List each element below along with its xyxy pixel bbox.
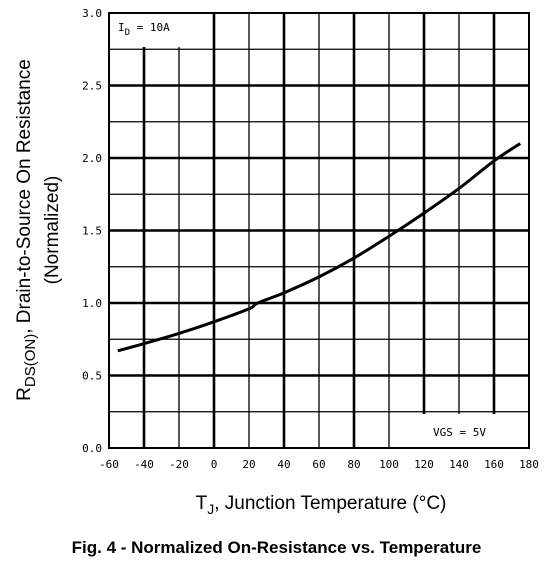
x-tick-label: 40	[277, 458, 290, 471]
x-tick-label: -40	[134, 458, 154, 471]
x-axis-label: TJ, Junction Temperature (°C)	[196, 493, 447, 517]
y-tick-label: 3.0	[82, 7, 102, 20]
x-tick-label: -20	[169, 458, 189, 471]
x-tick-label: 20	[242, 458, 255, 471]
y-tick-label: 1.5	[82, 225, 102, 238]
x-tick-labels: -60 -40 -20 0 20 40 60 80 100 120 140 160 180	[99, 458, 539, 471]
y-tick-label: 1.0	[82, 297, 102, 310]
y-axis-label: RDS(ON), Drain-to-Source On Resistance	[14, 59, 39, 401]
x-tick-label: 60	[312, 458, 325, 471]
annotation-bottom: VGS = 5V	[433, 426, 486, 439]
plot-frame	[108, 12, 530, 449]
annotation-top-box	[109, 13, 207, 47]
curve-layer	[117, 142, 522, 353]
x-tick-label: 0	[211, 458, 218, 471]
figure-caption: Fig. 4 - Normalized On-Resistance vs. Te…	[71, 538, 482, 557]
y-tick-label: 2.0	[82, 152, 102, 165]
y-tick-labels: 0.0 0.5 1.0 1.5 2.0 2.5 3.0	[82, 7, 102, 455]
y-tick-label: 0.5	[82, 370, 102, 383]
x-tick-label: 120	[414, 458, 434, 471]
grid	[109, 13, 529, 448]
x-tick-label: 180	[519, 458, 539, 471]
annotation-top: ID = 10A	[118, 21, 170, 38]
x-tick-label: 80	[347, 458, 360, 471]
y-axis-label-line2: (Normalized)	[42, 176, 63, 285]
x-tick-label: 100	[379, 458, 399, 471]
y-tick-label: 0.0	[82, 442, 102, 455]
chart: -60 -40 -20 0 20 40 60 80 100 120 140 160 180 0.0 0.5…	[14, 7, 539, 517]
x-tick-label: 140	[449, 458, 469, 471]
x-tick-label: -60	[99, 458, 119, 471]
y-tick-label: 2.5	[82, 80, 102, 93]
series-line	[117, 142, 522, 353]
annotation-bottom-box	[421, 414, 521, 447]
x-tick-label: 160	[484, 458, 504, 471]
